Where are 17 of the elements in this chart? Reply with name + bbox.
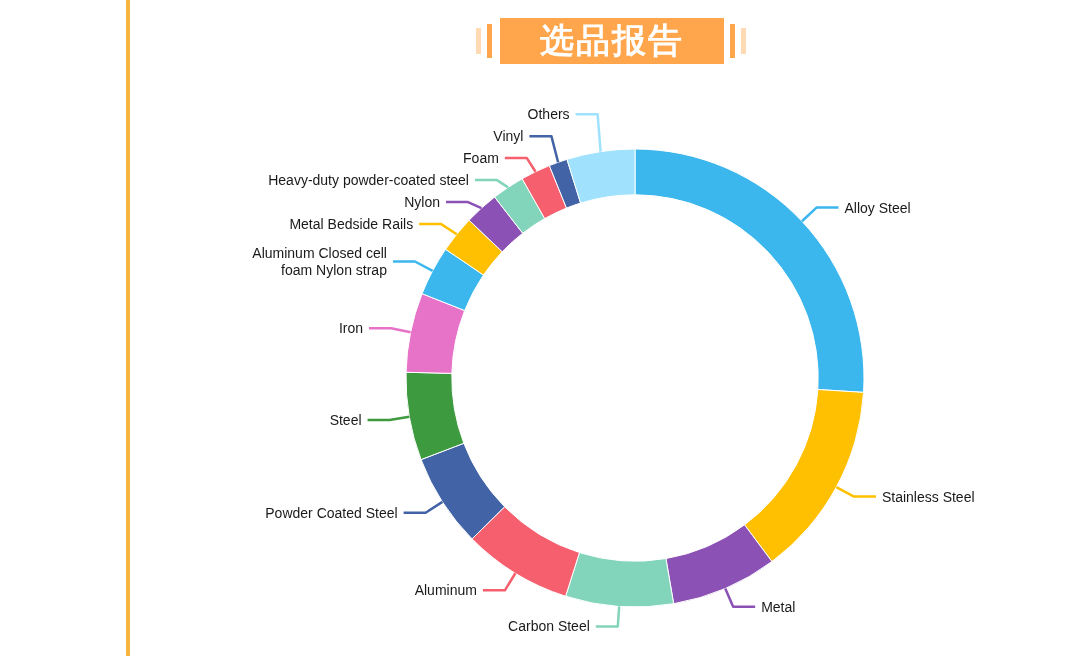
title-banner: 选品报告 bbox=[500, 18, 724, 64]
slice-label: Aluminum Closed cell foam Nylon strap bbox=[252, 244, 388, 278]
slice-label: Foam bbox=[463, 150, 499, 167]
slice-label: Powder Coated Steel bbox=[265, 504, 398, 521]
slice-label: Iron bbox=[338, 320, 364, 337]
slice-label: Vinyl bbox=[493, 128, 524, 145]
slice-label: Aluminum bbox=[414, 582, 477, 599]
slice-label: Alloy Steel bbox=[844, 199, 911, 216]
slice-label: Others bbox=[527, 106, 570, 123]
slice-label: Metal bbox=[761, 598, 796, 615]
slice-label: Stainless Steel bbox=[881, 488, 975, 505]
slice-label: Heavy-duty powder-coated steel bbox=[268, 172, 469, 189]
slice-label: Steel bbox=[329, 412, 362, 429]
slice-label: Nylon bbox=[404, 194, 440, 211]
slice-label: Metal Bedside Rails bbox=[289, 216, 414, 233]
slice-label: Carbon Steel bbox=[508, 618, 590, 635]
chart-title: 选品报告 bbox=[540, 19, 684, 62]
